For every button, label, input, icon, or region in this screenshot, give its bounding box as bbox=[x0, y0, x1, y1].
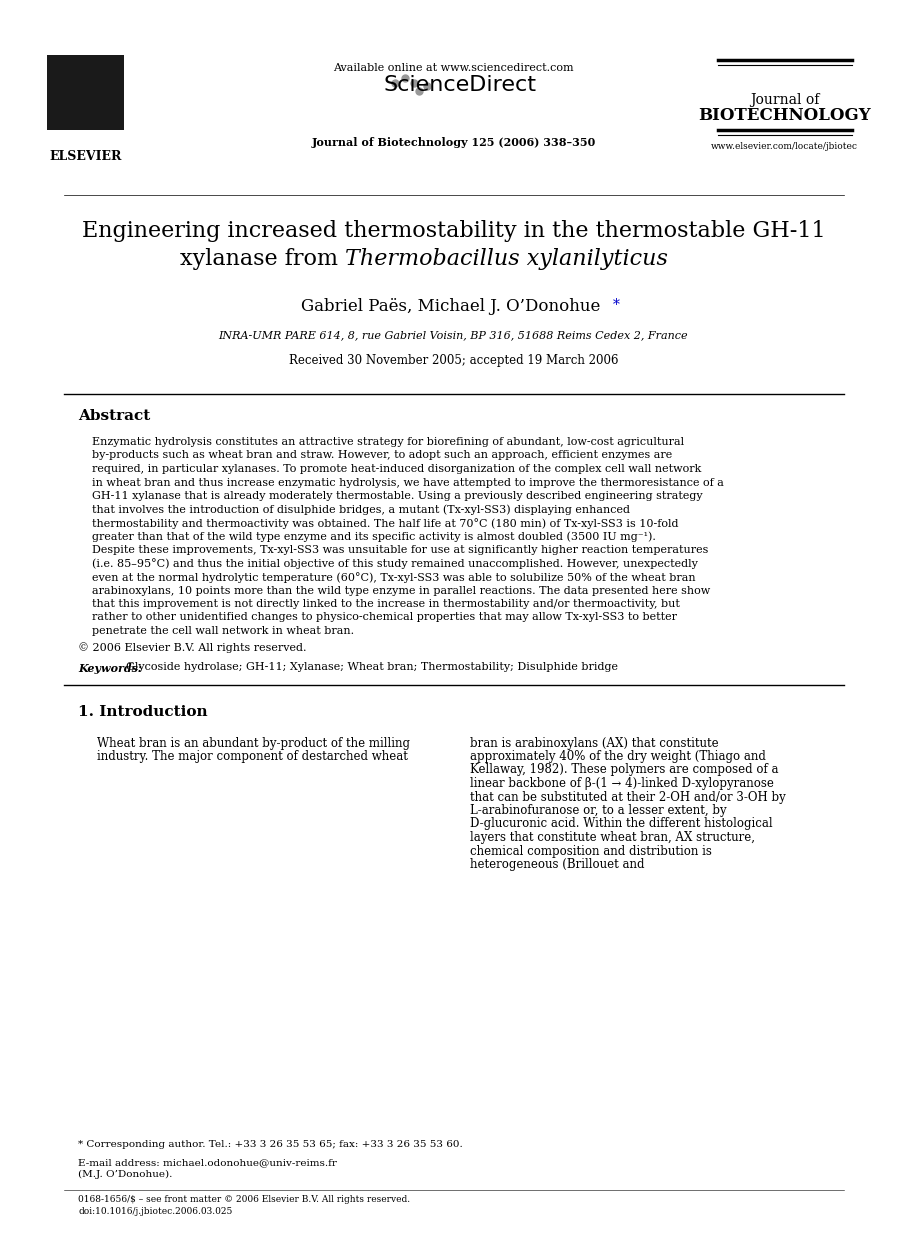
Text: thermostability and thermoactivity was obtained. The half life at 70°C (180 min): thermostability and thermoactivity was o… bbox=[93, 518, 678, 529]
Text: Despite these improvements, Tx-xyl-SS3 was unsuitable for use at significantly h: Despite these improvements, Tx-xyl-SS3 w… bbox=[93, 546, 708, 555]
Text: BIOTECHNOLOGY: BIOTECHNOLOGY bbox=[698, 106, 871, 124]
Text: industry. The major component of destarched wheat: industry. The major component of destarc… bbox=[97, 750, 408, 763]
Text: penetrate the cell wall network in wheat bran.: penetrate the cell wall network in wheat… bbox=[93, 626, 355, 636]
Text: Engineering increased thermostability in the thermostable GH-11: Engineering increased thermostability in… bbox=[82, 220, 825, 242]
Text: GH-11 xylanase that is already moderately thermostable. Using a previously descr: GH-11 xylanase that is already moderatel… bbox=[93, 491, 703, 501]
Text: layers that constitute wheat bran, AX structure,: layers that constitute wheat bran, AX st… bbox=[470, 831, 755, 844]
Text: 1. Introduction: 1. Introduction bbox=[78, 705, 208, 719]
Text: Journal of: Journal of bbox=[750, 93, 820, 106]
Text: * Corresponding author. Tel.: +33 3 26 35 53 65; fax: +33 3 26 35 53 60.: * Corresponding author. Tel.: +33 3 26 3… bbox=[78, 1141, 463, 1149]
Text: Kellaway, 1982). These polymers are composed of a: Kellaway, 1982). These polymers are comp… bbox=[470, 763, 778, 777]
Text: in wheat bran and thus increase enzymatic hydrolysis, we have attempted to impro: in wheat bran and thus increase enzymati… bbox=[93, 477, 725, 487]
Text: ScienceDirect: ScienceDirect bbox=[384, 75, 537, 95]
Text: chemical composition and distribution is: chemical composition and distribution is bbox=[470, 845, 711, 857]
Text: *: * bbox=[613, 298, 619, 312]
Text: Available online at www.sciencedirect.com: Available online at www.sciencedirect.co… bbox=[333, 63, 574, 73]
Text: rather to other unidentified changes to physico-chemical properties that may all: rather to other unidentified changes to … bbox=[93, 612, 678, 622]
Text: (M.J. O’Donohue).: (M.J. O’Donohue). bbox=[78, 1170, 172, 1179]
Text: D-glucuronic acid. Within the different histological: D-glucuronic acid. Within the different … bbox=[470, 818, 772, 830]
Text: INRA-UMR PARE 614, 8, rue Gabriel Voisin, BP 316, 51688 Reims Cedex 2, France: INRA-UMR PARE 614, 8, rue Gabriel Voisin… bbox=[219, 330, 688, 340]
Text: www.elsevier.com/locate/jbiotec: www.elsevier.com/locate/jbiotec bbox=[711, 142, 858, 151]
Text: 0168-1656/$ – see front matter © 2006 Elsevier B.V. All rights reserved.: 0168-1656/$ – see front matter © 2006 El… bbox=[78, 1195, 410, 1204]
Text: Gabriel Paës, Michael J. O’Donohue: Gabriel Paës, Michael J. O’Donohue bbox=[301, 298, 606, 315]
Text: even at the normal hydrolytic temperature (60°C), Tx-xyl-SS3 was able to solubil: even at the normal hydrolytic temperatur… bbox=[93, 571, 696, 583]
Text: doi:10.1016/j.jbiotec.2006.03.025: doi:10.1016/j.jbiotec.2006.03.025 bbox=[78, 1207, 232, 1216]
Text: that can be substituted at their 2-OH and/or 3-OH by: that can be substituted at their 2-OH an… bbox=[470, 790, 785, 804]
Text: xylanase from: xylanase from bbox=[180, 247, 346, 270]
Text: required, in particular xylanases. To promote heat-induced disorganization of th: required, in particular xylanases. To pr… bbox=[93, 464, 702, 474]
Text: that involves the introduction of disulphide bridges, a mutant (Tx-xyl-SS3) disp: that involves the introduction of disulp… bbox=[93, 505, 630, 515]
Text: Glycoside hydrolase; GH-11; Xylanase; Wheat bran; Thermostability; Disulphide br: Glycoside hydrolase; GH-11; Xylanase; Wh… bbox=[126, 663, 618, 673]
Text: © 2006 Elsevier B.V. All rights reserved.: © 2006 Elsevier B.V. All rights reserved… bbox=[78, 642, 307, 653]
Text: approximately 40% of the dry weight (Thiago and: approximately 40% of the dry weight (Thi… bbox=[470, 750, 766, 763]
FancyBboxPatch shape bbox=[47, 54, 124, 130]
Text: Keywords:: Keywords: bbox=[78, 663, 142, 673]
Text: heterogeneous (Brillouet and: heterogeneous (Brillouet and bbox=[470, 858, 644, 871]
Text: greater than that of the wild type enzyme and its specific activity is almost do: greater than that of the wild type enzym… bbox=[93, 532, 657, 542]
Text: E-mail address: michael.odonohue@univ-reims.fr: E-mail address: michael.odonohue@univ-re… bbox=[78, 1158, 336, 1166]
Text: arabinoxylans, 10 points more than the wild type enzyme in parallel reactions. T: arabinoxylans, 10 points more than the w… bbox=[93, 585, 710, 595]
Text: Enzymatic hydrolysis constitutes an attractive strategy for biorefining of abund: Enzymatic hydrolysis constitutes an attr… bbox=[93, 437, 685, 447]
Text: Abstract: Abstract bbox=[78, 409, 151, 423]
Text: linear backbone of β-(1 → 4)-linked D-xylopyranose: linear backbone of β-(1 → 4)-linked D-xy… bbox=[470, 777, 774, 790]
Text: Thermobacillus xylanilyticus: Thermobacillus xylanilyticus bbox=[346, 247, 668, 270]
Text: by-products such as wheat bran and straw. However, to adopt such an approach, ef: by-products such as wheat bran and straw… bbox=[93, 450, 673, 460]
Text: Journal of Biotechnology 125 (2006) 338–350: Journal of Biotechnology 125 (2006) 338–… bbox=[311, 137, 596, 148]
Text: Received 30 November 2005; accepted 19 March 2006: Received 30 November 2005; accepted 19 M… bbox=[288, 354, 619, 367]
Text: bran is arabinoxylans (AX) that constitute: bran is arabinoxylans (AX) that constitu… bbox=[470, 736, 718, 750]
Text: Wheat bran is an abundant by-product of the milling: Wheat bran is an abundant by-product of … bbox=[97, 736, 410, 750]
Text: ELSEVIER: ELSEVIER bbox=[50, 150, 122, 163]
Text: that this improvement is not directly linked to the increase in thermostability : that this improvement is not directly li… bbox=[93, 599, 680, 609]
Text: (i.e. 85–95°C) and thus the initial objective of this study remained unaccomplis: (i.e. 85–95°C) and thus the initial obje… bbox=[93, 558, 698, 569]
Text: L-arabinofuranose or, to a lesser extent, by: L-arabinofuranose or, to a lesser extent… bbox=[470, 804, 727, 816]
